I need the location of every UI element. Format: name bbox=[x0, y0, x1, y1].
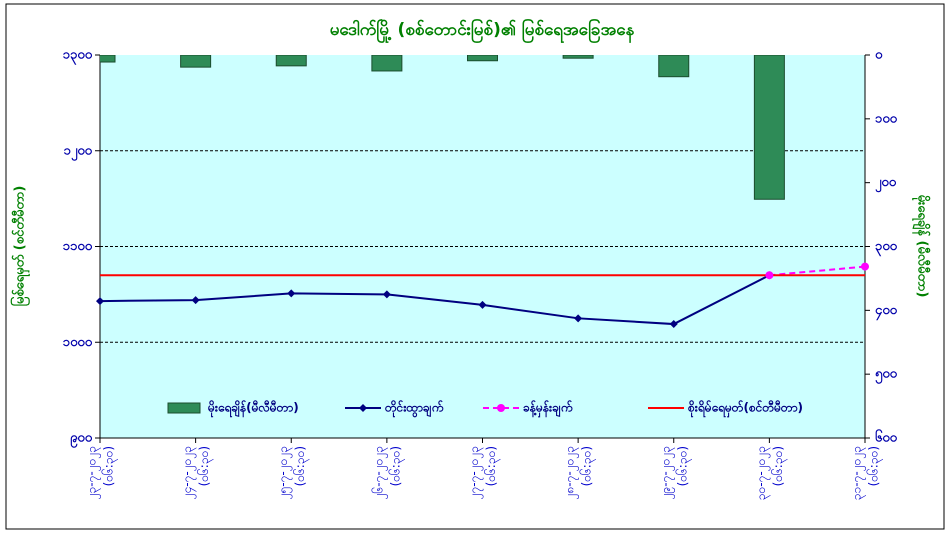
point bbox=[861, 262, 869, 271]
y-tick-label: ၁၃၀၀ bbox=[63, 48, 93, 66]
x-tick-label: (၀၆:၃၀) bbox=[387, 446, 405, 486]
point bbox=[191, 296, 200, 305]
legend-marker bbox=[359, 404, 367, 412]
rain-bar bbox=[275, 55, 307, 67]
y2-tick-label: ၅၀၀ bbox=[875, 367, 898, 385]
x-tick-label: (၀၆:၃၀) bbox=[196, 446, 214, 486]
x-tick-label: (၀၆:၃၀) bbox=[292, 446, 310, 486]
y-tick-label: ၁၁၀၀ bbox=[63, 239, 93, 254]
point bbox=[287, 289, 296, 298]
rain-bar bbox=[100, 55, 116, 63]
x-tick-label: ၂၃-၇-၂၀၂၃ bbox=[85, 446, 102, 499]
x-tick-label: ၂၆-၇-၂၀၂၃ bbox=[370, 446, 388, 499]
x-tick-label: (၀၆:၃၀) bbox=[674, 446, 692, 486]
legend-marker bbox=[497, 404, 505, 412]
rain-bar bbox=[562, 55, 594, 59]
plot-clip bbox=[100, 55, 865, 326]
x-tick-label: ၂၅-၇-၂၀၂၃ bbox=[276, 446, 293, 499]
x-tick-label: (၀၆:၃၀) bbox=[101, 446, 119, 486]
x-tick-label: (၀၆:၃၀) bbox=[579, 446, 597, 486]
y2-tick-label: ၂၀၀ bbox=[875, 175, 897, 193]
x-tick-label: ၂၉-၇-၂၀၂၃ bbox=[658, 446, 675, 499]
rain-bar bbox=[753, 55, 785, 200]
rain-bar bbox=[467, 55, 498, 62]
rain-bar bbox=[180, 55, 212, 68]
y2-tick-label: ၃၀၀ bbox=[875, 239, 898, 257]
y-tick-label: ၁၀၀၀ bbox=[63, 335, 93, 350]
chart-title: မဒေါက်မြို့ (စစ်တောင်းမြစ်)၏ မြစ်ရေအခြေအ… bbox=[330, 17, 635, 44]
series-line bbox=[769, 265, 865, 277]
x-tick-label: ၂၈-၇-၂၀၂၃ bbox=[563, 446, 580, 499]
y2-tick-label: ၁၀၀ bbox=[875, 111, 898, 126]
x-tick-label: ၃၁-၇-၂၀၂၃ bbox=[850, 446, 867, 500]
y-tick-label: ၉၀၀ bbox=[70, 431, 93, 449]
point bbox=[574, 314, 583, 323]
rain-bar bbox=[371, 55, 403, 72]
series-line bbox=[100, 274, 770, 326]
x-tick-label: ၃၀-၇-၂၀၂၃ bbox=[754, 446, 771, 500]
y-tick-label: ၁၂၀၀ bbox=[64, 143, 93, 161]
rain-bar bbox=[658, 55, 690, 78]
point bbox=[765, 271, 774, 280]
x-tick-label: ၂၇-၇-၂၀၂၃ bbox=[467, 446, 484, 499]
legend-label: ခန့်မှန်းချက် bbox=[523, 399, 573, 419]
x-tick-label: (၀၆:၃၀) bbox=[866, 446, 884, 486]
x-tick-label: (၀၆:၃၀) bbox=[483, 446, 501, 486]
legend-swatch bbox=[167, 402, 201, 414]
y2-tick-label: ၆၀၀ bbox=[875, 429, 898, 446]
x-tick-label: ၂၄-၇-၂၀၂၃ bbox=[180, 446, 197, 499]
y2-axis-label: မိုးရေချိန် (မီလီမီတာ) bbox=[912, 195, 932, 298]
point bbox=[382, 290, 391, 299]
point bbox=[96, 297, 104, 306]
point bbox=[478, 300, 487, 309]
y2-tick-label: ၀ bbox=[875, 48, 883, 63]
y2-tick-label: ၄၀၀ bbox=[875, 303, 898, 321]
point bbox=[669, 320, 678, 329]
x-tick-label: (၀၆:၃၀) bbox=[770, 446, 788, 486]
legend-label: စိုးရိမ်ရေမှတ်(စင်တီမီတာ) bbox=[687, 399, 803, 419]
legend-label: မိုးရေချိန်(မီလီမီတာ) bbox=[207, 399, 299, 419]
y-axis-label: မြစ်ရေမှတ် (စင်တီမီတာ) bbox=[10, 186, 31, 307]
legend-label: တိုင်းထွာချက် bbox=[384, 399, 444, 419]
